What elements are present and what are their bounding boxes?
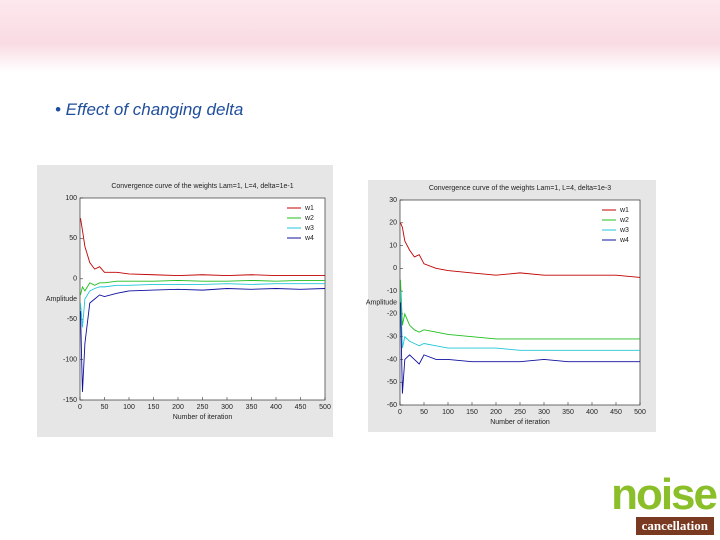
- x-tick-label: 400: [586, 409, 598, 416]
- y-tick-label: 10: [389, 242, 397, 249]
- legend-label: w4: [619, 237, 629, 244]
- x-tick-label: 250: [514, 409, 526, 416]
- x-tick-label: 50: [420, 409, 428, 416]
- logo-subtitle: cancellation: [635, 517, 714, 535]
- plot-area: [79, 197, 326, 401]
- series-line: [80, 283, 325, 328]
- y-tick-label: -20: [387, 311, 397, 318]
- series-line: [400, 279, 640, 340]
- x-tick-label: 200: [172, 404, 184, 411]
- x-tick-label: 350: [562, 409, 574, 416]
- x-tick-label: 300: [221, 404, 233, 411]
- y-tick-label: -60: [387, 402, 397, 409]
- legend-label: w3: [619, 227, 629, 234]
- legend-label: w1: [619, 207, 629, 214]
- x-tick-label: 250: [197, 404, 209, 411]
- series-line: [400, 302, 640, 394]
- series-line: [80, 288, 326, 392]
- y-tick-label: -100: [63, 356, 77, 363]
- x-tick-label: 150: [466, 409, 478, 416]
- y-tick-label: -10: [387, 288, 397, 295]
- x-tick-label: 100: [442, 409, 454, 416]
- y-tick-label: 30: [389, 197, 397, 204]
- x-tick-label: 300: [538, 409, 550, 416]
- x-tick-label: 450: [610, 409, 622, 416]
- x-axis-label: Number of iteration: [490, 419, 550, 426]
- x-tick-label: 100: [123, 404, 135, 411]
- x-tick-label: 500: [634, 409, 646, 416]
- legend-label: w2: [619, 217, 629, 224]
- x-tick-label: 450: [295, 404, 307, 411]
- y-tick-label: 100: [65, 195, 77, 202]
- y-tick-label: 0: [73, 276, 77, 283]
- series-line: [80, 279, 325, 296]
- plot-area: [399, 199, 641, 406]
- x-tick-label: 50: [101, 404, 109, 411]
- y-tick-label: -40: [387, 356, 397, 363]
- y-axis-label: Amplitude: [366, 299, 397, 306]
- y-tick-label: -150: [63, 397, 77, 404]
- logo: noise cancellation: [595, 470, 720, 540]
- y-tick-label: 50: [69, 235, 77, 242]
- legend-label: w2: [304, 215, 314, 222]
- x-axis-label: Number of iteration: [173, 414, 233, 421]
- y-tick-label: -50: [387, 379, 397, 386]
- header-band: [0, 0, 720, 72]
- y-tick-label: 0: [393, 265, 397, 272]
- legend-label: w3: [304, 225, 314, 232]
- x-tick-label: 150: [148, 404, 160, 411]
- legend-label: w1: [304, 205, 314, 212]
- x-tick-label: 0: [78, 404, 82, 411]
- chart-title: Convergence curve of the weights Lam=1, …: [429, 185, 611, 192]
- x-tick-label: 200: [490, 409, 502, 416]
- y-tick-label: -50: [67, 316, 77, 323]
- x-tick-label: 400: [270, 404, 282, 411]
- series-line: [400, 222, 641, 278]
- series-line: [400, 291, 640, 351]
- y-axis-label: Amplitude: [46, 296, 77, 303]
- y-tick-label: 20: [389, 220, 397, 227]
- x-tick-label: 500: [319, 404, 331, 411]
- series-line: [80, 218, 325, 277]
- chart-title: Convergence curve of the weights Lam=1, …: [111, 183, 293, 190]
- x-tick-label: 350: [246, 404, 258, 411]
- logo-word: noise: [611, 470, 718, 519]
- legend-label: w4: [304, 235, 314, 242]
- bullet: • Effect of changing delta: [55, 100, 244, 119]
- charts: Convergence curve of the weights Lam=1, …: [37, 165, 656, 437]
- x-tick-label: 0: [398, 409, 402, 416]
- y-tick-label: -30: [387, 334, 397, 341]
